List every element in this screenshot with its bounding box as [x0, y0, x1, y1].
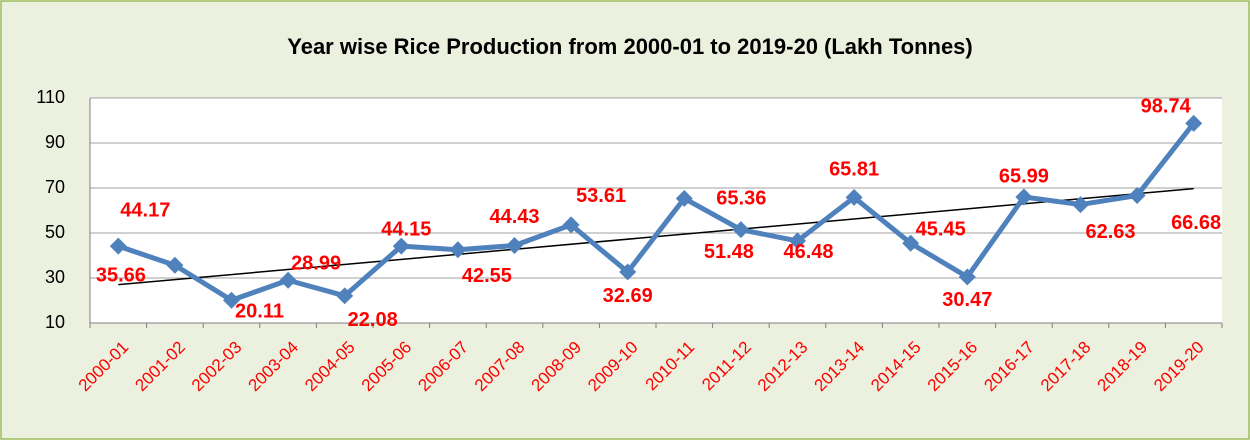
marker [845, 188, 863, 206]
data-label: 28.99 [291, 253, 341, 275]
data-label: 98.74 [1141, 96, 1192, 118]
data-label: 30.47 [942, 289, 992, 311]
marker [506, 237, 523, 255]
data-label: 65.81 [829, 159, 879, 181]
marker [789, 232, 806, 250]
marker [166, 256, 184, 274]
marker [619, 263, 637, 281]
chart-title: Year wise Rice Production from 2000-01 t… [287, 34, 973, 59]
y-tick-label: 110 [36, 87, 65, 107]
marker [109, 237, 127, 255]
data-label: 65.99 [999, 165, 1049, 187]
data-label: 44.15 [381, 218, 431, 240]
data-label: 53.61 [576, 185, 626, 207]
data-label: 42.55 [462, 265, 512, 287]
data-label: 22.08 [348, 309, 398, 331]
data-label: 51.48 [704, 241, 754, 263]
marker [675, 189, 693, 207]
marker [223, 291, 240, 309]
y-tick-label: 30 [45, 267, 65, 287]
line [117, 121, 1196, 303]
data-label: 62.63 [1085, 221, 1135, 243]
marker [279, 271, 297, 289]
data-label: 44.17 [120, 199, 170, 221]
marker [902, 234, 920, 252]
data-label: 65.36 [716, 188, 766, 210]
y-tick-label: 50 [45, 222, 65, 242]
y-tick-label: 10 [45, 312, 65, 332]
marker [336, 287, 354, 305]
marker [958, 268, 976, 286]
data-label: 46.48 [783, 241, 833, 263]
y-tick-label: 90 [45, 132, 65, 152]
marker [562, 216, 580, 234]
data-label: 45.45 [916, 219, 966, 241]
data-label: 35.66 [96, 265, 146, 287]
marker [449, 241, 467, 259]
y-tick-label: 70 [45, 177, 65, 197]
marker [392, 237, 410, 255]
data-label: 20.11 [235, 301, 284, 323]
data-label: 66.68 [1171, 212, 1221, 234]
data-label: 44.43 [489, 206, 539, 228]
marker [732, 221, 750, 239]
data-label: 32.69 [603, 285, 653, 307]
